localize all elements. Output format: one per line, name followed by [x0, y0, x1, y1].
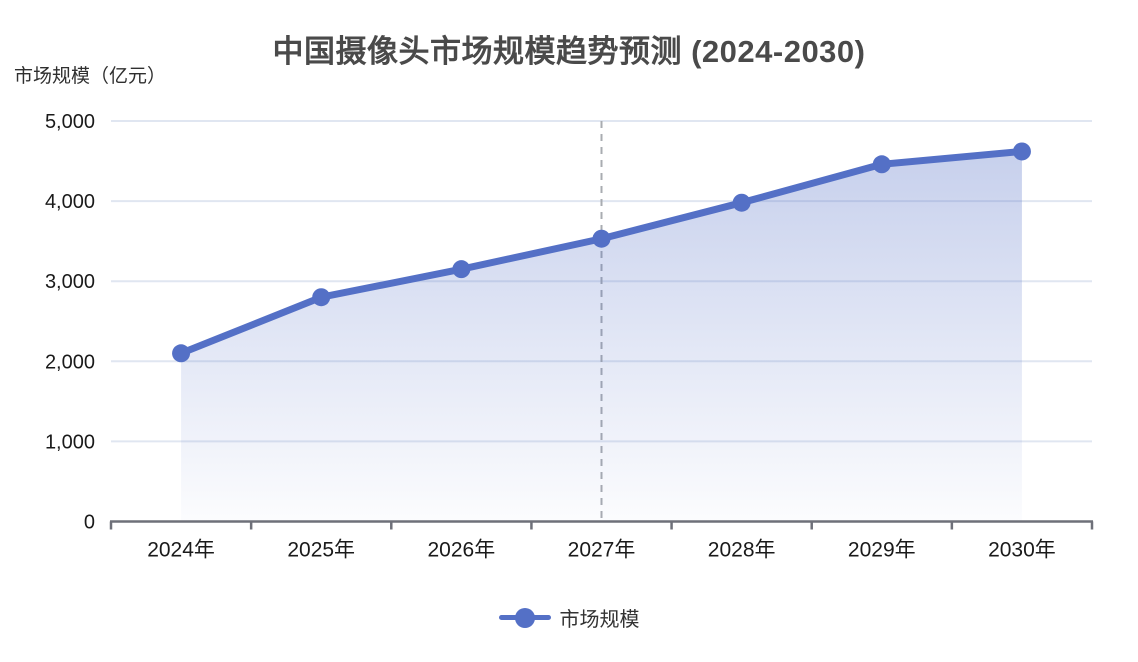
x-tick-label: 2030年 — [988, 539, 1056, 562]
y-tick-label: 2,000 — [45, 351, 95, 373]
legend-item-market-size[interactable]: 市场规模 — [498, 603, 640, 632]
x-tick-label: 2026年 — [427, 539, 495, 562]
y-tick-label: 5,000 — [45, 111, 95, 133]
y-tick-label: 0 — [84, 512, 95, 534]
x-tick-label: 2025年 — [287, 539, 355, 562]
legend-line-dot-icon — [498, 607, 551, 628]
x-tick-label: 2029年 — [848, 539, 916, 562]
data-point — [312, 288, 331, 307]
chart-title: 中国摄像头市场规模趋势预测 (2024-2030) — [272, 34, 866, 69]
area-fill — [181, 151, 1022, 522]
data-point — [592, 229, 611, 248]
data-point — [172, 344, 191, 363]
chart-legend: 市场规模 — [0, 603, 1138, 632]
x-tick-label: 2028年 — [708, 539, 776, 562]
data-point — [452, 260, 471, 279]
data-point — [732, 193, 751, 212]
y-tick-label: 4,000 — [45, 191, 95, 213]
data-point — [1012, 142, 1031, 161]
y-tick-label: 3,000 — [45, 271, 95, 293]
y-axis-name: 市场规模（亿元） — [14, 66, 167, 87]
x-tick-label: 2027年 — [568, 539, 636, 562]
x-tick-label: 2024年 — [147, 539, 215, 562]
y-tick-label: 1,000 — [45, 431, 95, 453]
legend-label: 市场规模 — [559, 609, 640, 631]
data-point — [872, 155, 891, 174]
